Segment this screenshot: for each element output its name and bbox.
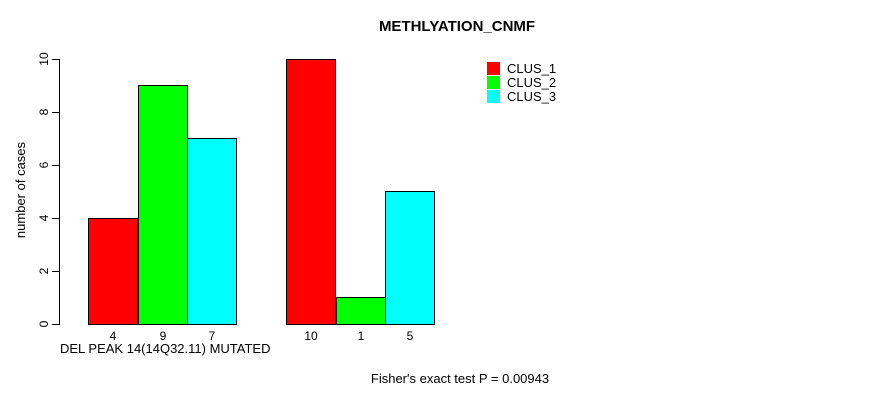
y-axis-line [59, 59, 60, 325]
y-axis-label: number of cases [13, 141, 28, 239]
y-tick-label: 4 [37, 214, 51, 222]
legend: CLUS_1 CLUS_2 CLUS_3 [487, 60, 557, 104]
bar-clus_3 [385, 191, 435, 325]
y-tick-label: 0 [37, 320, 51, 328]
legend-item-clus1: CLUS_1 [487, 60, 557, 76]
y-tick-label: 2 [37, 267, 51, 275]
bar-clus_1 [88, 218, 138, 325]
legend-label-clus1: CLUS_1 [507, 60, 557, 76]
bar-value-label: 4 [109, 329, 117, 343]
bar-value-label: 9 [159, 329, 167, 343]
y-tick-mark [52, 271, 59, 272]
y-tick-mark [52, 112, 59, 113]
legend-item-clus3: CLUS_3 [487, 88, 557, 104]
bar-value-label: 10 [304, 329, 318, 343]
fisher-test-note: Fisher's exact test P = 0.00943 [370, 371, 550, 386]
legend-swatch-clus3-icon [487, 89, 500, 103]
y-tick-mark [52, 324, 59, 325]
legend-label-clus3: CLUS_3 [507, 88, 557, 104]
chart-title: METHLYATION_CNMF [378, 18, 536, 35]
y-tick-label: 8 [37, 108, 51, 116]
bar-clus_2 [138, 85, 188, 325]
y-tick-mark [52, 165, 59, 166]
bar-value-label: 1 [357, 329, 365, 343]
bar-value-label: 7 [208, 329, 216, 343]
y-tick-label: 10 [37, 52, 51, 66]
legend-item-clus2: CLUS_2 [487, 74, 557, 90]
y-tick-mark [52, 218, 59, 219]
bar-value-label: 5 [406, 329, 414, 343]
legend-swatch-clus1-icon [487, 61, 500, 75]
bar-clus_3 [187, 138, 237, 325]
y-tick-label: 6 [37, 161, 51, 169]
legend-label-clus2: CLUS_2 [507, 74, 557, 90]
bar-clus_1 [286, 59, 336, 325]
y-tick-mark [52, 59, 59, 60]
bar-clus_2 [336, 297, 386, 325]
x-axis-label: DEL PEAK 14(14Q32.11) MUTATED [60, 341, 271, 356]
legend-swatch-clus2-icon [487, 75, 500, 89]
